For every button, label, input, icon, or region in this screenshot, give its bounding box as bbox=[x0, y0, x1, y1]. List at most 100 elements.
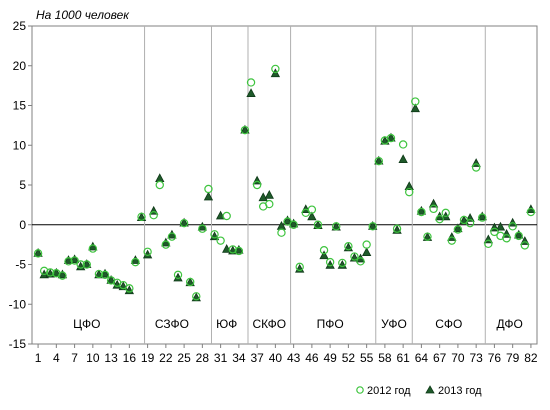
point-2013 bbox=[361, 247, 372, 256]
point-2012 bbox=[508, 222, 517, 231]
point-2013 bbox=[130, 255, 141, 264]
region-label: ДФО bbox=[496, 317, 522, 331]
point-2012 bbox=[423, 232, 432, 241]
x-tick-label: 58 bbox=[378, 351, 392, 365]
x-tick-label: 82 bbox=[524, 351, 538, 365]
point-2013 bbox=[404, 181, 414, 190]
y-tick-label: 0 bbox=[19, 218, 26, 232]
point-2013 bbox=[155, 173, 165, 183]
x-axis-ticks: 1 4 7 10 13 16 19 22 25 28 31 34 37 40 43 46 49 52 55 58 61 6… bbox=[35, 344, 538, 365]
point-2012 bbox=[362, 240, 371, 249]
legend-label-2013: 2013 год bbox=[438, 385, 482, 397]
x-tick-label: 79 bbox=[506, 351, 520, 365]
point-2012 bbox=[271, 64, 280, 74]
point-2013 bbox=[410, 103, 420, 113]
point-2013 bbox=[173, 272, 183, 282]
region-label: ЮФ bbox=[216, 317, 237, 331]
point-2012 bbox=[325, 257, 335, 267]
point-2012 bbox=[143, 247, 152, 256]
point-2012 bbox=[228, 245, 237, 254]
point-2012 bbox=[350, 252, 359, 261]
point-2012 bbox=[332, 222, 341, 231]
x-tick-label: 64 bbox=[415, 351, 429, 365]
point-2012 bbox=[453, 225, 463, 234]
legend-marker-2013 bbox=[425, 385, 435, 394]
x-tick-label: 52 bbox=[342, 351, 356, 365]
y-tick-label: 5 bbox=[19, 178, 26, 192]
x-tick-label: 1 bbox=[35, 351, 42, 365]
point-2012 bbox=[179, 218, 189, 228]
point-2012 bbox=[502, 234, 511, 243]
point-2012 bbox=[137, 212, 146, 221]
point-2012 bbox=[392, 224, 402, 233]
point-2012 bbox=[149, 211, 158, 220]
point-2013 bbox=[282, 215, 293, 225]
point-2012 bbox=[216, 236, 225, 245]
point-2012 bbox=[161, 240, 171, 249]
x-tick-label: 67 bbox=[433, 351, 447, 365]
point-2012 bbox=[484, 239, 493, 249]
y-tick-label: 15 bbox=[13, 99, 27, 113]
point-2012 bbox=[277, 228, 286, 237]
point-2012 bbox=[76, 260, 85, 269]
point-2012 bbox=[465, 218, 475, 228]
point-2013 bbox=[319, 250, 329, 260]
point-2013 bbox=[258, 192, 268, 202]
region-label: СКФО bbox=[252, 317, 286, 331]
point-2012 bbox=[204, 184, 213, 194]
point-2012 bbox=[94, 269, 104, 279]
point-2012 bbox=[125, 284, 134, 293]
region-label: ЦФО bbox=[73, 317, 100, 331]
point-2013 bbox=[264, 189, 274, 199]
y-tick-label: 10 bbox=[13, 138, 27, 152]
point-2012 bbox=[289, 220, 298, 229]
point-2012 bbox=[265, 199, 274, 209]
point-2012 bbox=[33, 249, 43, 258]
point-2012 bbox=[210, 230, 219, 239]
point-2013 bbox=[307, 211, 317, 221]
y-tick-label: -15 bbox=[9, 337, 27, 351]
region-dividers bbox=[144, 26, 486, 344]
point-2012 bbox=[520, 241, 530, 250]
x-tick-label: 25 bbox=[177, 351, 191, 365]
x-tick-label: 40 bbox=[269, 351, 283, 365]
x-tick-label: 7 bbox=[71, 351, 78, 365]
point-2012 bbox=[386, 133, 396, 143]
point-2013 bbox=[161, 237, 171, 247]
x-tick-label: 70 bbox=[451, 351, 465, 365]
point-2012 bbox=[338, 258, 347, 268]
point-2012 bbox=[234, 246, 244, 256]
point-2012 bbox=[478, 213, 487, 222]
point-2012 bbox=[526, 207, 536, 217]
point-2012 bbox=[192, 292, 201, 301]
point-2013 bbox=[416, 205, 427, 215]
point-2012 bbox=[100, 270, 110, 280]
x-tick-label: 16 bbox=[123, 351, 137, 365]
series-2013 bbox=[33, 68, 536, 302]
x-tick-label: 22 bbox=[159, 351, 173, 365]
point-2012 bbox=[319, 245, 329, 255]
x-tick-label: 13 bbox=[104, 351, 118, 365]
x-tick-label: 37 bbox=[250, 351, 264, 365]
region-label: УФО bbox=[381, 317, 407, 331]
unit-label: На 1000 человек bbox=[36, 8, 130, 22]
y-tick-label: 25 bbox=[13, 19, 27, 33]
y-axis-ticks: 25 20 15 10 5 0 -5 -10 -15 bbox=[9, 19, 32, 351]
legend: 2012 год 2013 год bbox=[356, 385, 482, 397]
point-2012 bbox=[46, 268, 55, 277]
x-tick-label: 19 bbox=[141, 351, 155, 365]
plot-frame bbox=[31, 25, 538, 345]
point-2012 bbox=[368, 222, 377, 231]
x-tick-label: 28 bbox=[196, 351, 210, 365]
point-2012 bbox=[240, 125, 250, 135]
region-label: СЗФО bbox=[155, 317, 189, 331]
x-tick-label: 49 bbox=[323, 351, 337, 365]
point-2012 bbox=[173, 270, 183, 280]
point-2012 bbox=[167, 232, 177, 241]
legend-label-2012: 2012 год bbox=[367, 385, 411, 397]
point-2013 bbox=[88, 241, 98, 251]
point-2012 bbox=[131, 257, 140, 267]
point-2013 bbox=[477, 211, 487, 221]
point-2012 bbox=[185, 277, 195, 287]
